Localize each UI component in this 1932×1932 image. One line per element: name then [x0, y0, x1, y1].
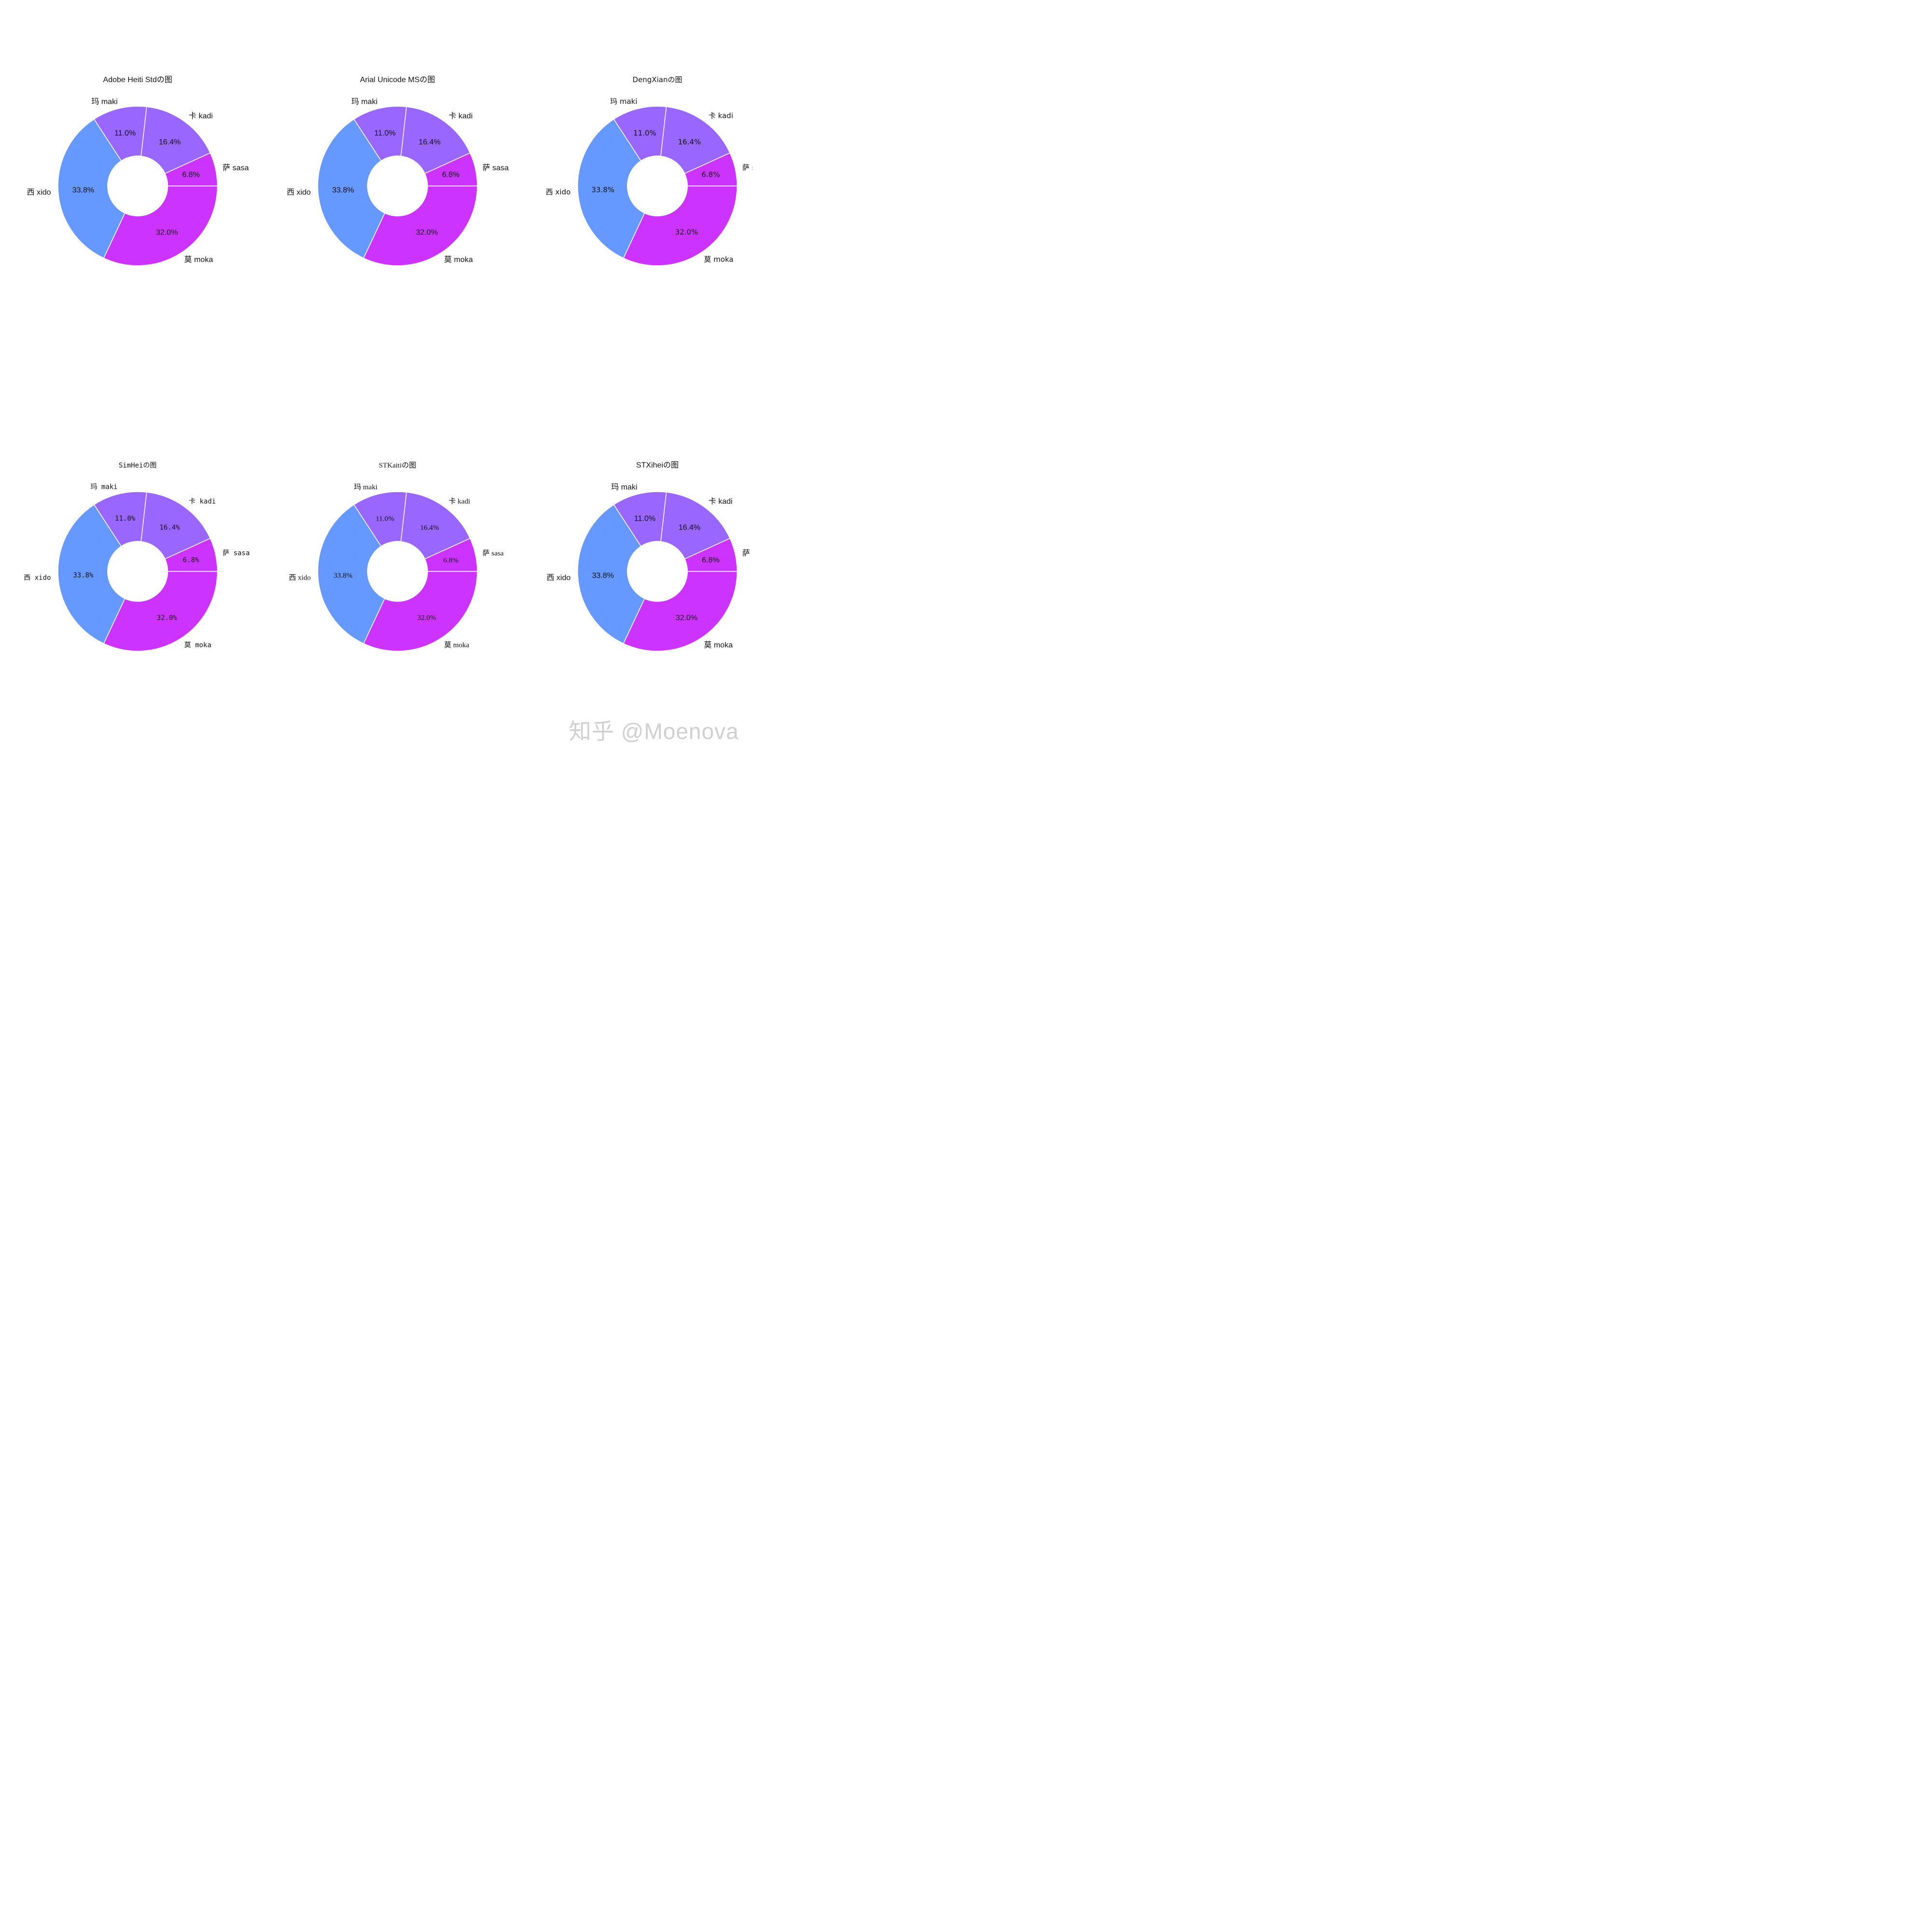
slice-percent-label: 16.4% [159, 524, 180, 532]
slice-percent-label: 32.0% [156, 614, 177, 622]
slice-percent-label: 32.0% [675, 228, 698, 237]
slice-category-label: 莫 moka [704, 255, 733, 264]
slice-category-label: 卡 kadi [189, 112, 213, 120]
donut-hole [367, 541, 428, 602]
slice-percent-label: 11.0% [374, 129, 396, 138]
donut-chart: STXiheiの图 32.0% 莫 moka 33.8% 西 xido 11.0% 玛 ma… [547, 461, 753, 652]
slice-category-label: 卡 kadi [189, 497, 216, 505]
slice-category-label: 玛 maki [351, 97, 377, 106]
slice-percent-label: 11.0% [633, 128, 656, 137]
slice-percent-label: 33.8% [591, 185, 614, 194]
slice-percent-label: 32.0% [676, 614, 697, 622]
slice-percent-label: 6.8% [702, 556, 719, 565]
pie-slice [577, 118, 658, 259]
slice-category-label: 西 xido [24, 574, 51, 582]
chart-title: SimHeiの图 [119, 462, 157, 469]
slice-percent-label: 11.0% [115, 515, 136, 523]
slice-category-label: 卡 kadi [449, 112, 473, 120]
slice-category-label: 莫 moka [184, 641, 211, 649]
chart-title: DengXianの图 [633, 75, 682, 84]
slice-percent-label: 16.4% [678, 138, 701, 146]
pie-slice [317, 118, 398, 259]
donut-chart: DengXianの图 32.0% 莫 moka 33.8% 西 xido 11.0% 玛 m… [546, 75, 753, 266]
slice-category-label: 玛 maki [611, 483, 637, 491]
slice-percent-label: 6.8% [701, 170, 720, 179]
slice-percent-label: 16.4% [420, 524, 439, 532]
slice-category-label: 萨 sasa [742, 163, 753, 172]
slice-category-label: 玛 maki [354, 483, 378, 491]
slice-category-label: 莫 moka [444, 256, 473, 264]
slice-category-label: 卡 kadi [449, 497, 470, 506]
chart-title: STXiheiの图 [636, 461, 679, 469]
donut-hole [367, 156, 428, 216]
slice-percent-label: 33.8% [73, 572, 94, 580]
slice-percent-label: 32.0% [416, 228, 438, 237]
slice-percent-label: 33.8% [592, 571, 614, 580]
slice-category-label: 卡 kadi [709, 497, 733, 506]
slice-percent-label: 16.4% [679, 524, 700, 532]
donut-hole [107, 541, 168, 602]
chart-title: Adobe Heiti Stdの图 [103, 76, 172, 84]
slice-category-label: 萨 sasa [742, 549, 753, 557]
pie-slice [577, 504, 658, 644]
slice-category-label: 卡 kadi [709, 112, 733, 120]
donut-chart: Adobe Heiti Stdの图 32.0% 莫 moka 33.8% 西 xido 1… [27, 76, 249, 266]
pie-slice [317, 504, 398, 644]
slice-percent-label: 33.8% [332, 186, 354, 194]
chart-title: STKaitiの图 [379, 461, 416, 469]
slice-percent-label: 32.0% [417, 614, 436, 622]
slice-percent-label: 33.8% [334, 572, 353, 580]
slice-percent-label: 6.8% [183, 556, 199, 564]
slice-category-label: 玛 maki [91, 97, 117, 106]
donut-chart: SimHeiの图 32.0% 莫 moka 33.8% 西 xido 11.0% 玛 mak… [24, 462, 250, 652]
donut-hole [627, 156, 688, 216]
slice-percent-label: 16.4% [159, 138, 181, 146]
slice-category-label: 西 xido [287, 188, 311, 197]
slice-percent-label: 11.0% [376, 515, 394, 523]
slice-category-label: 西 xido [547, 574, 571, 582]
chart-grid: Adobe Heiti Stdの图 32.0% 莫 moka 33.8% 西 xido 1… [24, 75, 753, 652]
slice-category-label: 萨 sasa [223, 163, 249, 172]
donut-hole [627, 541, 688, 602]
donut-chart: Arial Unicode MSの图 32.0% 莫 moka 33.8% 西 xido… [287, 76, 509, 266]
slice-category-label: 西 xido [27, 188, 51, 197]
slice-percent-label: 6.8% [442, 171, 459, 179]
slice-category-label: 萨 sasa [483, 549, 504, 557]
pie-slice [57, 504, 138, 644]
slice-category-label: 西 xido [546, 188, 571, 197]
slice-category-label: 玛 maki [90, 483, 117, 491]
watermark-text: 知乎 @Moenova [569, 719, 739, 744]
slice-category-label: 西 xido [289, 574, 311, 582]
slice-percent-label: 33.8% [72, 186, 94, 194]
slice-percent-label: 11.0% [114, 129, 136, 138]
slice-percent-label: 32.0% [156, 228, 178, 237]
slice-category-label: 莫 moka [184, 256, 213, 264]
slice-percent-label: 6.8% [182, 171, 199, 179]
chart-title: Arial Unicode MSの图 [360, 76, 435, 84]
slice-percent-label: 6.8% [443, 556, 458, 564]
slice-category-label: 玛 maki [610, 97, 637, 106]
pie-slice [57, 118, 138, 259]
slice-category-label: 莫 moka [444, 641, 469, 649]
slice-category-label: 萨 sasa [223, 550, 250, 557]
donut-chart: STKaitiの图 32.0% 莫 moka 33.8% 西 xido 11.0% 玛 ma… [289, 461, 504, 652]
slice-category-label: 莫 moka [704, 641, 733, 650]
slice-percent-label: 16.4% [419, 138, 440, 146]
slice-percent-label: 11.0% [634, 515, 655, 523]
slice-category-label: 萨 sasa [483, 163, 509, 172]
donut-hole [107, 156, 168, 216]
